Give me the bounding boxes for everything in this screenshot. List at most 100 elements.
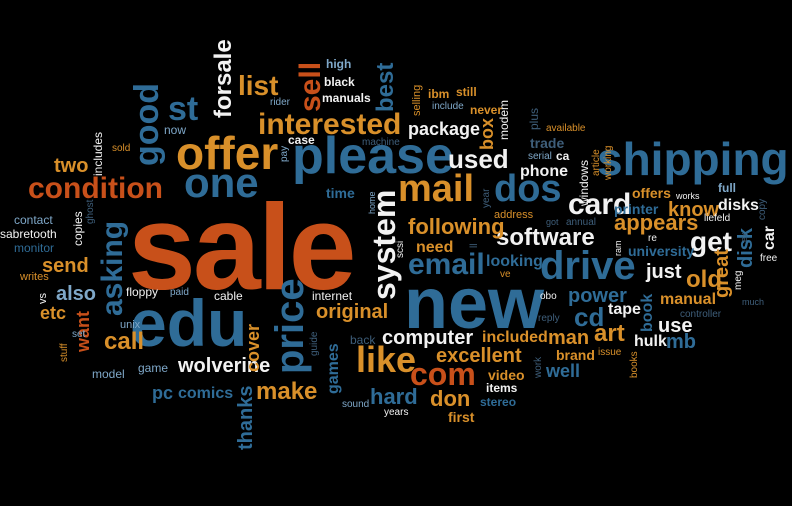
word-address: address <box>494 209 534 221</box>
word-condition: condition <box>28 172 163 205</box>
word-excellent: excellent <box>436 345 522 367</box>
word-stuff: stuff <box>59 343 70 362</box>
word-available: available <box>546 123 586 134</box>
word-monitor: monitor <box>14 241 55 255</box>
word-art: art <box>594 320 625 347</box>
word-appears: appears <box>614 210 699 235</box>
word-included: included <box>482 329 548 346</box>
word-best: best <box>372 62 399 112</box>
word-don: don <box>430 386 471 411</box>
word-car: car <box>761 225 778 250</box>
word-dos: dos <box>494 168 562 210</box>
word-obo: obo <box>540 291 557 302</box>
word-original: original <box>316 301 389 323</box>
word-serial: serial <box>528 151 552 162</box>
word-send: send <box>42 255 89 277</box>
word-got: got <box>546 217 559 227</box>
word-time: time <box>326 185 355 201</box>
word-ve: ve <box>500 269 511 280</box>
word-ibm: ibm <box>428 87 450 101</box>
word-video: video <box>488 367 525 383</box>
word-forsale: forsale <box>210 39 237 118</box>
word-copy: copy <box>757 198 768 220</box>
word-used: used <box>448 144 509 174</box>
word-also: also <box>56 283 97 305</box>
word-machine: machine <box>362 137 400 148</box>
word-manual: manual <box>660 291 717 308</box>
word-just: just <box>646 261 682 283</box>
word-full: full <box>718 181 736 195</box>
word-mb: mb <box>666 331 696 353</box>
word-old: old <box>686 266 722 293</box>
word-card: card <box>568 188 632 221</box>
word-trade: trade <box>530 135 565 151</box>
word-email: email <box>408 248 485 281</box>
word-scsi: scsi <box>395 240 406 258</box>
word-meg: meg <box>733 270 744 290</box>
word-cover: cover <box>243 323 263 372</box>
word-vs: vs <box>37 293 49 304</box>
word-price: price <box>268 278 312 374</box>
word-thanks: thanks <box>235 385 257 450</box>
word-disks: disks <box>718 197 759 214</box>
word-brand: brand <box>556 347 595 363</box>
word-still: still <box>456 85 477 99</box>
word-windows: windows <box>577 159 591 206</box>
word-mail: mail <box>398 168 475 210</box>
word-looking: looking <box>486 253 543 270</box>
word-please: please <box>292 127 454 185</box>
word-make: make <box>256 378 318 405</box>
word-liefeld: liefeld <box>704 213 731 224</box>
word-modem: modem <box>497 99 511 140</box>
word-reply: reply <box>538 313 560 324</box>
word-ll: ll <box>469 243 480 248</box>
word-com: com <box>410 356 476 392</box>
word-working: working <box>603 145 614 180</box>
word-book: book <box>639 293 656 332</box>
word-asking: asking <box>96 220 129 316</box>
word-list: list <box>238 70 279 101</box>
word-items: items <box>486 381 518 395</box>
word-sabretooth: sabretooth <box>0 227 57 241</box>
word-etc: etc <box>40 303 67 323</box>
word-copies: copies <box>71 211 85 246</box>
word-work: work <box>533 356 544 378</box>
word-offers: offers <box>632 185 671 201</box>
word-internet: internet <box>312 289 353 303</box>
word-plus: plus <box>527 107 541 130</box>
word-paid: paid <box>170 287 189 298</box>
word-cable: cable <box>214 289 243 303</box>
word-sold: sold <box>112 143 131 154</box>
word-article: article <box>591 149 602 176</box>
word-pay: pay <box>279 145 290 162</box>
word-drive: drive <box>540 244 636 288</box>
word-use: use <box>658 315 693 337</box>
word-interested: interested <box>258 108 402 141</box>
word-re: re <box>648 233 657 244</box>
word-include: include <box>432 101 464 112</box>
word-manuals: manuals <box>322 91 371 105</box>
word-two: two <box>54 155 89 177</box>
word-back: back <box>350 333 376 347</box>
word-ca: ca <box>556 149 570 163</box>
word-high: high <box>326 57 352 71</box>
word-hulk: hulk <box>634 333 667 350</box>
word-sound: sound <box>342 399 370 410</box>
word-annual: annual <box>566 217 597 228</box>
word-free: free <box>760 253 778 264</box>
word-never: never <box>470 103 503 117</box>
word-need: need <box>416 239 454 256</box>
word-stereo: stereo <box>480 395 517 409</box>
word-sale: sale <box>128 179 356 315</box>
word-like: like <box>356 339 417 380</box>
word-pc: pc <box>152 383 174 403</box>
word-printer: printer <box>614 201 659 217</box>
word-works: works <box>676 191 700 201</box>
word-university: university <box>628 243 695 259</box>
word-power: power <box>568 285 627 307</box>
word-home: home <box>367 191 377 214</box>
word-books: books <box>629 351 640 378</box>
word-case: case <box>288 133 315 147</box>
word-issue: issue <box>598 347 622 358</box>
